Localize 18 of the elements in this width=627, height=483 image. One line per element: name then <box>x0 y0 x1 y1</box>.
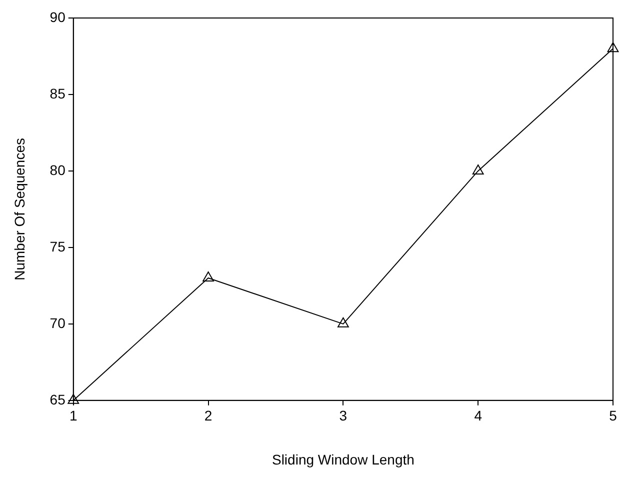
y-tick-label: 90 <box>50 8 66 25</box>
x-tick-label: 4 <box>474 408 482 424</box>
y-tick-label: 80 <box>50 162 66 178</box>
x-tick-label: 2 <box>204 408 212 424</box>
point <box>202 272 214 282</box>
y-tick-label: 85 <box>50 85 66 102</box>
point <box>472 164 484 174</box>
y-axis-title: Number Of Sequences <box>11 138 28 280</box>
x-axis-title: Sliding Window Length <box>272 451 414 468</box>
y-tick-label: 75 <box>50 238 66 254</box>
x-tick-label: 5 <box>609 408 618 424</box>
x-tick-label: 1 <box>69 408 78 424</box>
point <box>337 317 349 328</box>
y-tick-label: 65 <box>50 391 66 408</box>
x-tick-label: 3 <box>339 408 348 424</box>
point <box>68 394 80 404</box>
point <box>607 42 619 52</box>
y-tick-label: 70 <box>50 314 66 331</box>
